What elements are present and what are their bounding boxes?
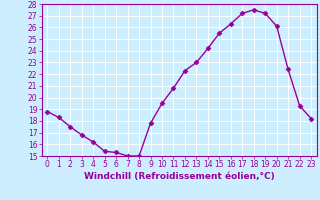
X-axis label: Windchill (Refroidissement éolien,°C): Windchill (Refroidissement éolien,°C) [84,172,275,181]
